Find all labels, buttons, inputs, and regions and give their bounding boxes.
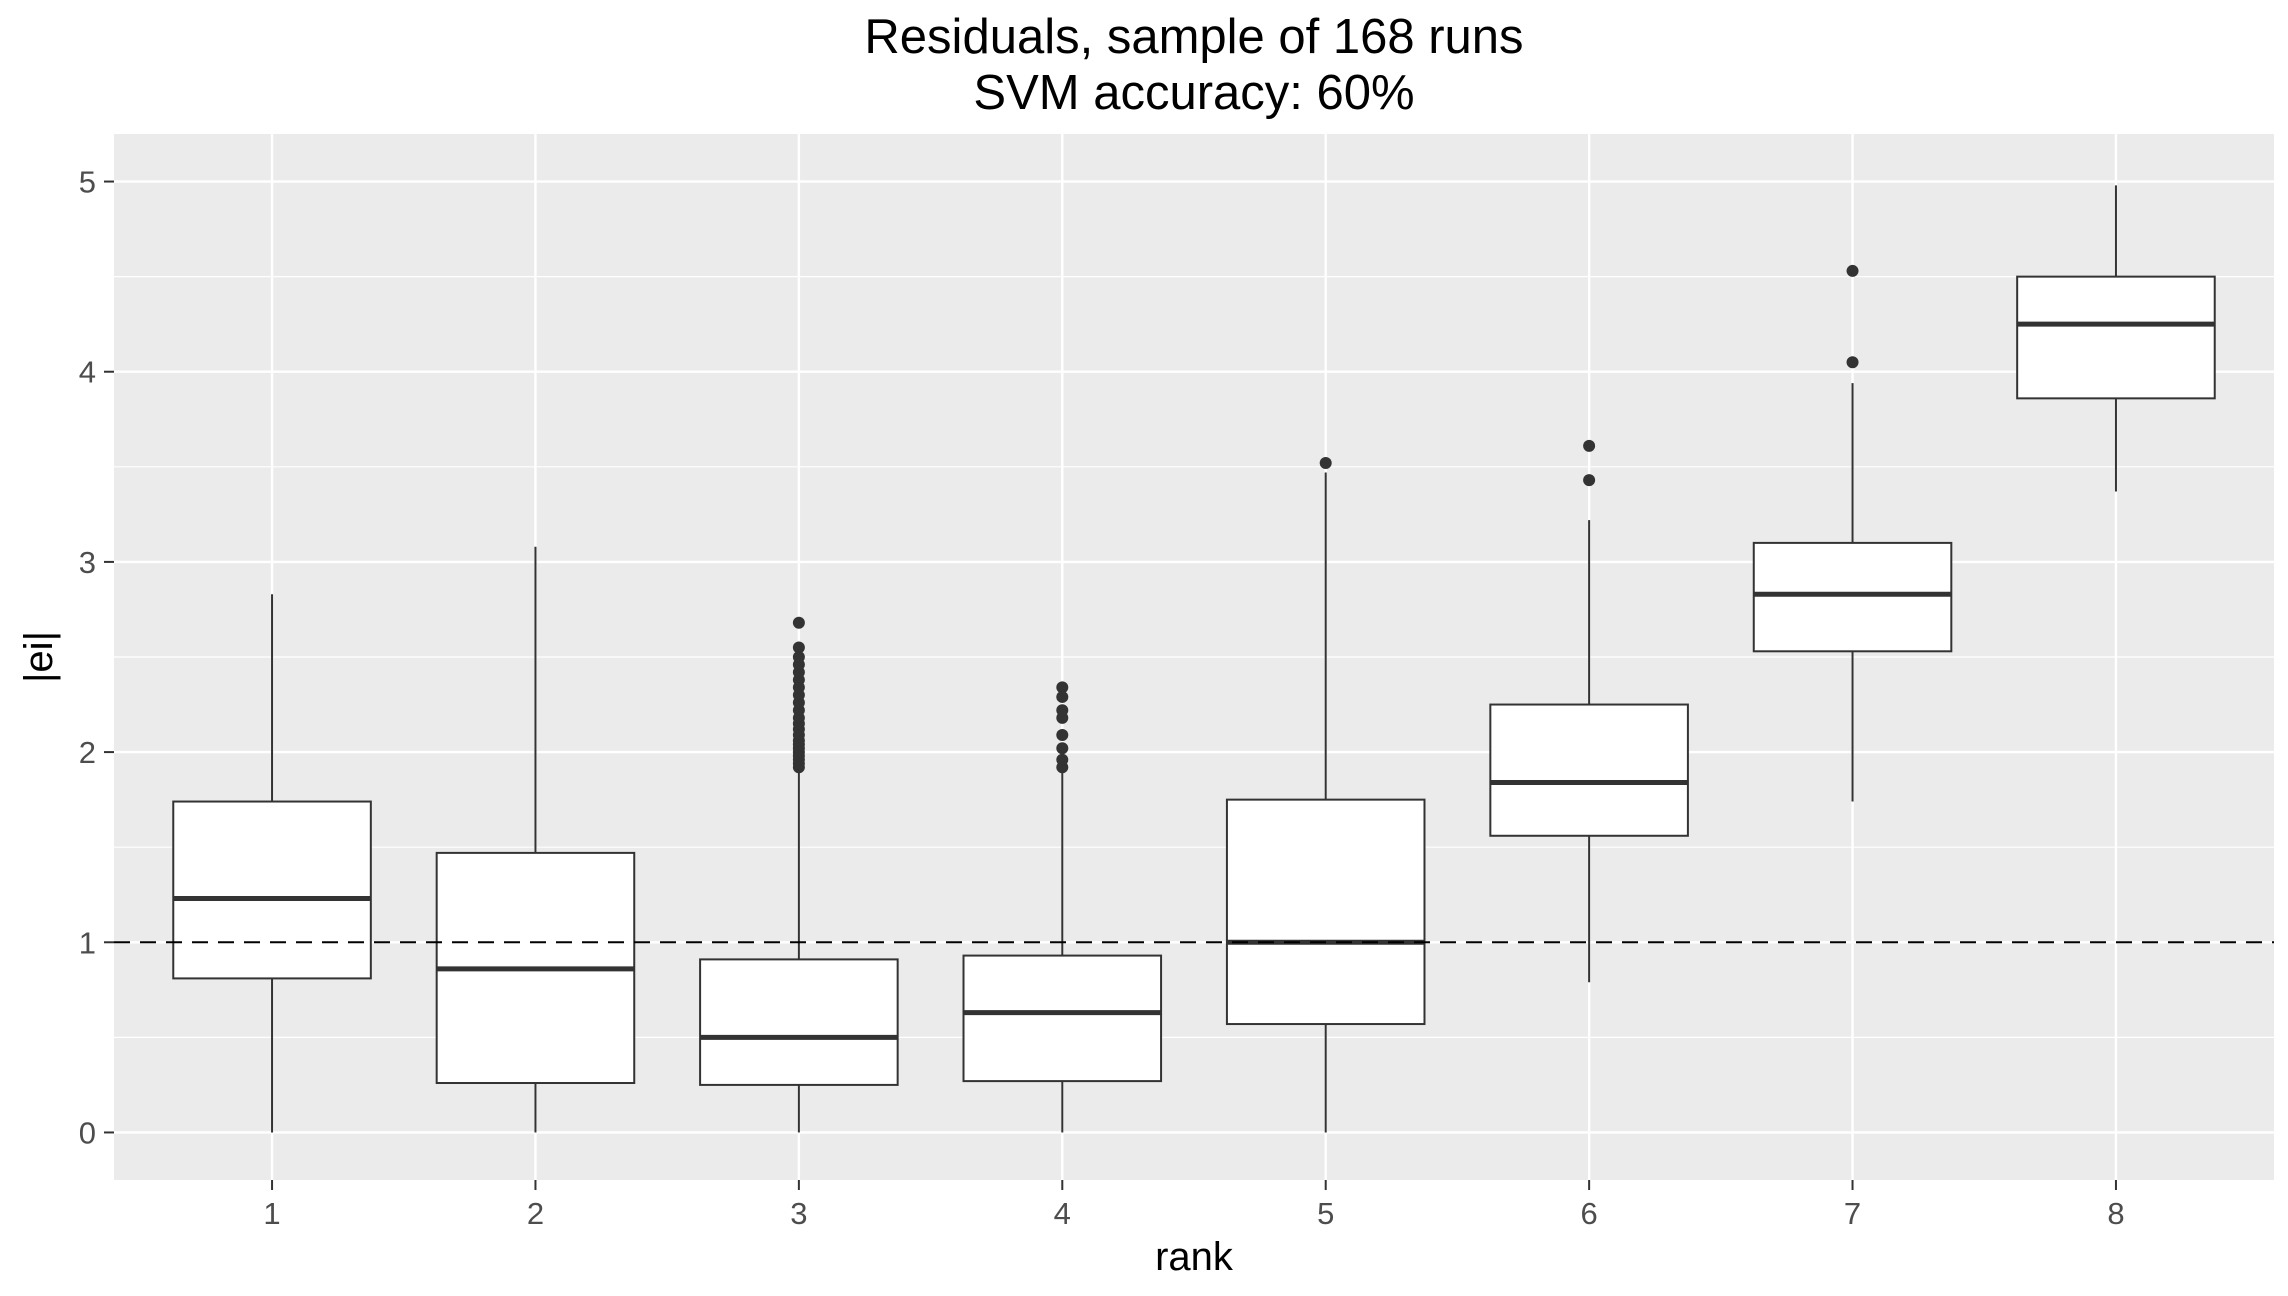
x-tick-label: 4: [1054, 1196, 1071, 1231]
outlier-point: [1056, 728, 1069, 741]
box: [172, 800, 372, 980]
outlier-point: [792, 651, 805, 663]
outlier-point: [1056, 742, 1069, 755]
x-tick-label: 5: [1317, 1196, 1334, 1231]
outlier-point: [1056, 753, 1069, 766]
outlier-point: [1056, 704, 1069, 717]
y-tick-label: 1: [79, 925, 96, 960]
box: [1752, 541, 1953, 653]
box: [2016, 275, 2216, 400]
chart-subtitle: SVM accuracy: 60%: [973, 66, 1414, 120]
x-tick-label: 3: [790, 1196, 807, 1231]
outlier-point: [1583, 474, 1596, 487]
x-axis-title: rank: [1155, 1235, 1234, 1279]
box-group-6: [1489, 439, 1689, 983]
y-tick-label: 2: [79, 735, 96, 770]
chart-title: Residuals, sample of 168 runs: [864, 10, 1523, 64]
x-tick-label: 8: [2107, 1196, 2124, 1231]
x-tick-label: 7: [1844, 1196, 1861, 1231]
x-tick-label: 6: [1580, 1196, 1597, 1231]
outlier-point: [1319, 457, 1332, 470]
box: [1225, 798, 1426, 1026]
y-tick-label: 0: [79, 1115, 96, 1150]
box-group-4: [962, 681, 1163, 1133]
box-group-1: [172, 594, 372, 1133]
outlier-point: [1056, 681, 1069, 694]
box-group-5: [1225, 457, 1426, 1133]
box-group-7: [1752, 264, 1953, 802]
outlier-point: [1583, 439, 1596, 452]
x-axis: 1 2 3 4 5 6 7 8: [263, 1180, 2125, 1231]
x-tick-label: 2: [527, 1196, 544, 1231]
y-tick-label: 5: [79, 165, 96, 200]
y-tick-label: 3: [79, 545, 96, 580]
box-group-8: [2016, 185, 2216, 492]
outlier-point: [1056, 690, 1069, 703]
boxplot-layer: [172, 185, 2216, 1133]
x-tick-label: 1: [263, 1196, 280, 1231]
y-axis-title: |ei|: [17, 631, 61, 683]
y-tick-label: 4: [79, 355, 96, 390]
box: [1489, 703, 1689, 837]
outlier-point: [792, 616, 805, 629]
outlier-point: [792, 641, 805, 654]
box-group-2: [435, 546, 636, 1133]
y-axis: 0 1 2 3 4 5: [79, 165, 114, 1150]
outlier-point: [1846, 356, 1859, 369]
box: [962, 954, 1163, 1083]
box-group-3: [699, 616, 899, 1133]
box: [699, 958, 899, 1086]
outlier-point: [1846, 264, 1859, 277]
